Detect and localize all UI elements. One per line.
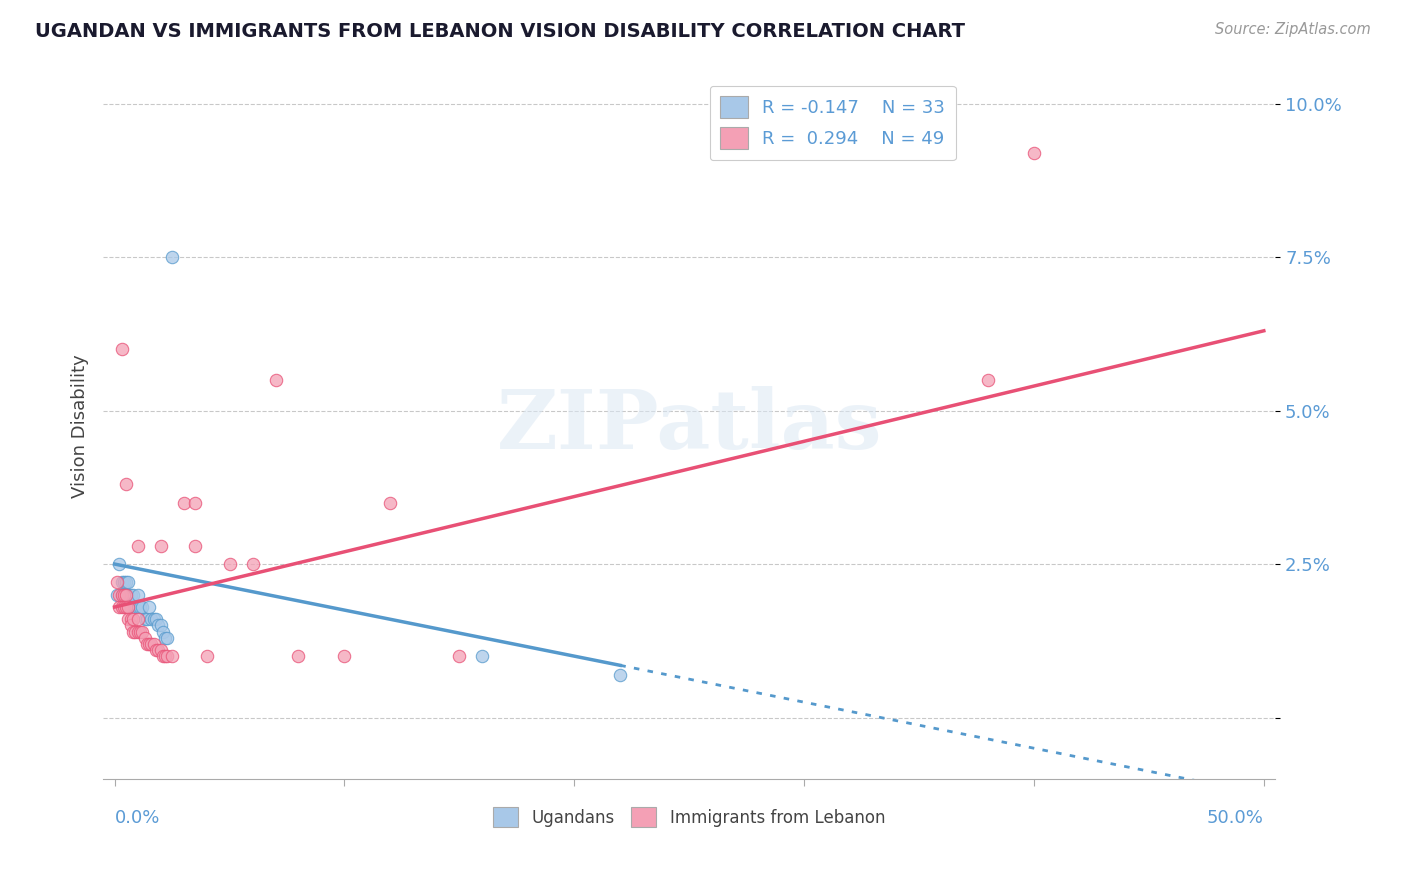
Point <box>1022 145 1045 160</box>
Point <box>148 643 170 657</box>
Point <box>112 575 135 590</box>
Point <box>153 649 176 664</box>
Text: UGANDAN VS IMMIGRANTS FROM LEBANON VISION DISABILITY CORRELATION CHART: UGANDAN VS IMMIGRANTS FROM LEBANON VISIO… <box>35 22 965 41</box>
Point <box>110 575 132 590</box>
Point <box>131 600 153 615</box>
Point <box>149 539 172 553</box>
Point <box>120 612 142 626</box>
Point <box>218 557 240 571</box>
Point <box>127 624 149 639</box>
Point <box>105 588 128 602</box>
Point <box>134 612 156 626</box>
Point <box>287 649 309 664</box>
Point <box>115 588 138 602</box>
Point <box>156 649 179 664</box>
Point <box>609 667 631 681</box>
Point <box>149 643 172 657</box>
Point <box>333 649 356 664</box>
Text: ZIPatlas: ZIPatlas <box>496 386 882 466</box>
Point <box>110 600 132 615</box>
Point <box>138 600 160 615</box>
Point <box>115 600 138 615</box>
Point <box>127 600 149 615</box>
Point <box>173 496 195 510</box>
Point <box>148 618 170 632</box>
Point <box>110 342 132 356</box>
Point <box>449 649 471 664</box>
Point <box>110 588 132 602</box>
Point <box>152 624 174 639</box>
Point <box>108 588 131 602</box>
Point <box>242 557 264 571</box>
Point <box>122 600 145 615</box>
Point <box>105 575 128 590</box>
Point <box>145 612 167 626</box>
Point <box>131 624 153 639</box>
Point <box>122 588 145 602</box>
Point <box>134 631 156 645</box>
Text: Source: ZipAtlas.com: Source: ZipAtlas.com <box>1215 22 1371 37</box>
Point <box>120 600 142 615</box>
Point <box>117 600 139 615</box>
Point <box>112 600 135 615</box>
Point <box>117 588 139 602</box>
Point <box>115 477 138 491</box>
Point <box>160 250 183 264</box>
Point <box>138 637 160 651</box>
Point <box>141 612 163 626</box>
Point <box>127 612 149 626</box>
Point <box>977 373 1000 387</box>
Point <box>110 588 132 602</box>
Point <box>264 373 287 387</box>
Point <box>145 643 167 657</box>
Point <box>117 612 139 626</box>
Point <box>142 637 165 651</box>
Point <box>156 631 179 645</box>
Point <box>115 588 138 602</box>
Point <box>149 618 172 632</box>
Point <box>153 631 176 645</box>
Text: 50.0%: 50.0% <box>1206 809 1264 828</box>
Point <box>471 649 494 664</box>
Point <box>380 496 402 510</box>
Point <box>129 624 152 639</box>
Point <box>112 588 135 602</box>
Point <box>120 618 142 632</box>
Point <box>117 575 139 590</box>
Point <box>112 588 135 602</box>
Point <box>127 588 149 602</box>
Point <box>120 588 142 602</box>
Point <box>124 624 146 639</box>
Point <box>135 637 157 651</box>
Point <box>108 557 131 571</box>
Point <box>135 612 157 626</box>
Point <box>195 649 218 664</box>
Point <box>122 612 145 626</box>
Point <box>184 539 207 553</box>
Point <box>115 575 138 590</box>
Y-axis label: Vision Disability: Vision Disability <box>72 354 89 498</box>
Point <box>127 539 149 553</box>
Point <box>160 649 183 664</box>
Point <box>122 624 145 639</box>
Point <box>129 600 152 615</box>
Point <box>142 612 165 626</box>
Text: 0.0%: 0.0% <box>115 809 160 828</box>
Point <box>152 649 174 664</box>
Point <box>184 496 207 510</box>
Point <box>141 637 163 651</box>
Point <box>124 600 146 615</box>
Point <box>108 600 131 615</box>
Legend: Ugandans, Immigrants from Lebanon: Ugandans, Immigrants from Lebanon <box>486 800 891 834</box>
